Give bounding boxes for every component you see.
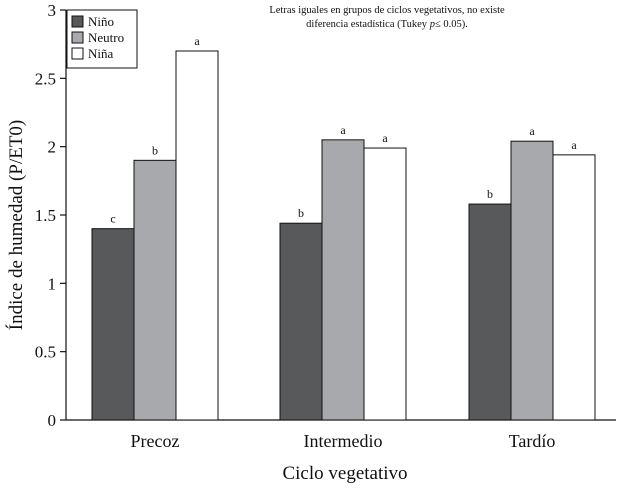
bar-nio-intermedio [279, 222, 323, 421]
x-ticks: Precoz Intermedio Tardío [131, 431, 556, 451]
bar-nio-tardo [468, 203, 512, 421]
bar-neutro-tardo [510, 140, 554, 421]
x-tick-label: Precoz [131, 431, 180, 451]
legend-label: Niña [88, 46, 114, 61]
significance-letter: b [487, 187, 493, 201]
significance-letter: a [571, 138, 577, 152]
annotation-line-2-post: ≤ 0.05). [435, 19, 468, 30]
significance-letter: b [152, 143, 158, 157]
bar-nia-intermedio [363, 147, 407, 421]
bar-nia-tardo [552, 154, 596, 421]
y-tick-label: 1 [48, 274, 57, 293]
y-tick-label: 1.5 [35, 206, 56, 225]
significance-letter: a [340, 123, 346, 137]
significance-letter: b [298, 206, 304, 220]
significance-letter: a [194, 34, 200, 48]
significance-letter: c [110, 212, 115, 226]
significance-letter: a [382, 131, 388, 145]
y-tick-label: 0 [48, 411, 57, 430]
y-tick-label: 2 [48, 138, 57, 157]
x-tick-label: Tardío [509, 431, 556, 451]
y-tick-label: 0.5 [35, 343, 56, 362]
legend-swatch-nia [71, 47, 84, 60]
annotation-line-1: Letras iguales en grupos de ciclos veget… [269, 5, 505, 16]
y-tick-label: 2.5 [35, 69, 56, 88]
bar-nio-precoz [91, 228, 135, 421]
annotation-line-2-pre: diferencia estadística (Tukey [306, 19, 430, 30]
y-tick-label: 3 [48, 1, 57, 20]
legend-swatch-neutro [71, 31, 84, 44]
annotation-line-2-italic: p [429, 19, 435, 30]
legend-swatch-nio [71, 15, 84, 28]
bar-neutro-precoz [133, 159, 177, 421]
annotation-note: Letras iguales en grupos de ciclos veget… [269, 5, 505, 30]
x-tick-label: Intermedio [304, 431, 383, 451]
legend-label: Neutro [88, 30, 124, 45]
y-ticks: 0 0.5 1 1.5 2 2.5 3 [35, 1, 66, 430]
bars [91, 50, 596, 421]
legend-label: Niño [88, 14, 114, 29]
significance-letters: c b a b a a b a a [110, 34, 577, 226]
x-axis-title: Ciclo vegetativo [282, 463, 407, 484]
bar-nia-precoz [175, 50, 219, 421]
y-axis-title: Índice de humedad (P/ET0) [5, 120, 27, 331]
significance-letter: a [529, 124, 535, 138]
bar-neutro-intermedio [321, 139, 365, 421]
annotation-line-2: diferencia estadística (Tukey p≤ 0.05). [306, 19, 468, 30]
